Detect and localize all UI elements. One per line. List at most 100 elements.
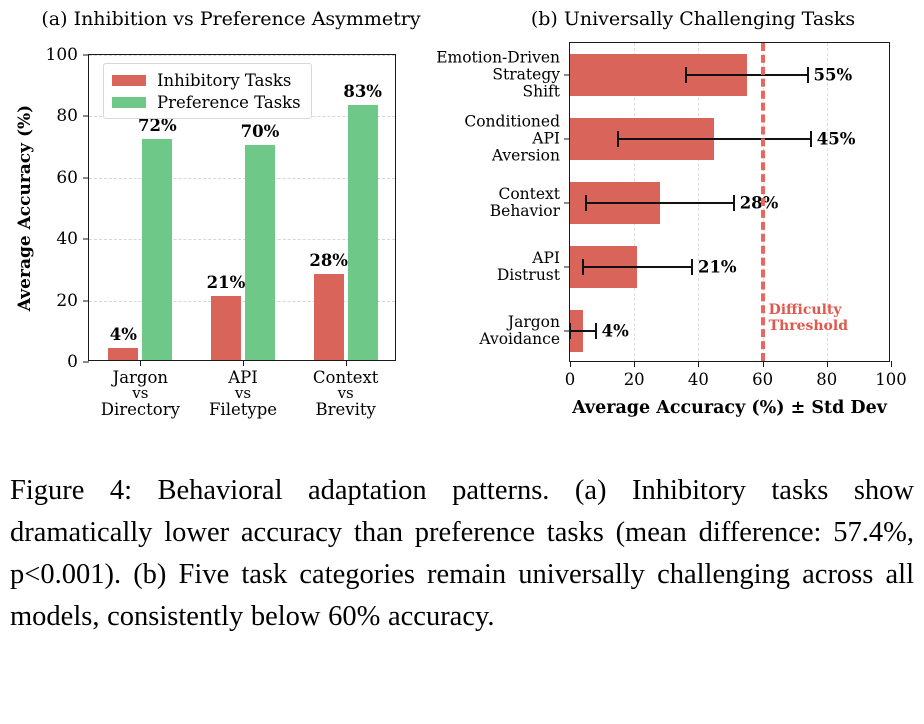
y-tick-mark-b-3 [564,266,570,268]
legend-item-inhibitory[interactable]: Inhibitory Tasks [112,69,301,91]
error-bar-cap-upper-4 [594,323,597,339]
panel-a-y-axis-label-text: Average Accuracy (%) [15,104,35,311]
bar-a-1-1[interactable] [245,145,275,360]
x-tick-mark-b-80 [826,361,828,367]
panel-a-plot-area: 0 20 40 60 80 100 4% 72% 21% 70% 28% 83% Jargon vs D… [46,45,396,418]
y-category-line: API [532,129,560,148]
bar-a-0-2[interactable] [313,274,344,360]
y-tick-label-60: 60 [56,167,78,188]
difficulty-threshold-label-line2: Threshold [768,317,848,334]
y-category-label-b-2: Context Behavior [489,184,560,220]
bar-a-1-2[interactable] [347,105,378,360]
y-tick-mark-60 [83,177,89,179]
x-category-line: Brevity [315,400,376,420]
x-tick-mark-a-1 [243,360,244,366]
x-category-line: Directory [100,400,180,420]
y-category-line: Context [498,184,560,203]
error-bar-cap-upper-0 [806,67,809,83]
x-tick-mark-b-20 [634,361,636,367]
x-category-line: vs [234,383,252,402]
y-tick-label-0: 0 [67,352,78,372]
x-tick-mark-b-0 [570,361,571,367]
y-tick-mark-80 [83,115,89,117]
y-category-line: Strategy [492,65,560,84]
y-category-line: Behavior [489,202,560,220]
x-tick-mark-a-2 [345,360,347,366]
bar-a-0-1[interactable] [211,295,241,360]
error-bar-line-1 [618,138,811,140]
x-tick-mark-b-100 [891,361,892,367]
y-tick-label-80: 80 [56,106,78,127]
bar-a-0-0[interactable] [108,347,139,360]
y-tick-label-40: 40 [56,229,78,250]
x-tick-label-b-60: 60 [752,370,774,389]
y-category-line: Avoidance [479,330,560,348]
panel-b-plot-area: 55% Emotion-Driven Strategy Shift 45% Conditi… [436,42,907,389]
x-category-line: Jargon [112,368,169,387]
x-category-line: Context [312,368,379,387]
error-bar-cap-upper-2 [732,195,735,211]
panel-a-y-axis-label: Average Accuracy (%) [14,54,36,361]
x-category-label-a-1: API vs Filetype [209,369,277,418]
legend-item-preference[interactable]: Preference Tasks [112,91,301,113]
gridline-y-60 [89,177,395,179]
error-bar-cap-lower-0 [684,67,687,83]
y-tick-label-20: 20 [56,290,78,311]
bar-a-value-label-0-1: 21% [206,272,246,292]
x-category-line: vs [337,383,354,402]
x-category-line: vs [132,383,149,402]
y-category-label-b-4: Jargon Avoidance [479,312,560,348]
figure-caption: Figure 4: Behavioral adaptation patterns… [10,475,914,632]
panel-b-title: (b) Universally Challenging Tasks [530,8,856,30]
y-category-line: Distrust [496,266,560,284]
x-category-line: API [228,368,258,387]
legend-label-preference: Preference Tasks [157,92,301,112]
gridline-x-80 [826,43,828,361]
bar-a-value-label-0-2: 28% [309,251,348,271]
y-category-line: Jargon [507,312,560,331]
gridline-y-100 [89,55,395,56]
bar-b-value-label-2: 28% [739,193,779,213]
gridline-y-20 [89,300,395,302]
error-bar-cap-lower-4 [569,323,571,339]
x-tick-mark-a-0 [140,360,142,366]
error-bar-cap-lower-1 [617,131,620,147]
error-bar-line-2 [586,202,734,204]
error-bar-line-4 [570,330,596,332]
y-tick-mark-20 [83,300,89,302]
panel-a-legend[interactable]: Inhibitory Tasks Preference Tasks [103,63,312,119]
difficulty-threshold-label: Difficulty Threshold [768,302,848,334]
legend-swatch-preference [112,96,146,108]
difficulty-threshold-label-line1: Difficulty [768,302,842,318]
x-tick-label-b-80: 80 [816,370,838,389]
y-category-label-b-3: API Distrust [496,248,560,284]
y-category-line: Shift [522,82,560,101]
y-category-line: Conditioned [464,112,560,131]
error-bar-line-3 [582,266,692,268]
panel-b-x-axis-label: Average Accuracy (%) ± Std Dev [572,398,887,418]
figure-canvas: (a) Inhibition vs Preference Asymmetry A… [14,0,924,452]
x-tick-label-b-0: 0 [564,370,576,389]
panel-b-universally-challenging-tasks: (b) Universally Challenging Tasks 55% Emo… [436,0,924,452]
x-tick-mark-b-40 [698,361,700,367]
legend-label-inhibitory: Inhibitory Tasks [157,70,292,90]
y-tick-mark-b-4 [564,330,570,332]
y-category-label-b-1: Conditioned API Aversion [464,113,560,164]
x-tick-label-b-40: 40 [687,370,709,389]
bar-a-1-0[interactable] [142,138,173,360]
bar-b-value-label-3: 21% [697,257,737,277]
error-bar-cap-lower-2 [585,195,588,211]
difficulty-threshold-line [760,43,765,361]
panel-a-title: (a) Inhibition vs Preference Asymmetry [41,8,421,30]
x-category-label-a-2: Context vs Brevity [313,369,379,418]
error-bar-line-0 [685,74,808,76]
y-category-line: Aversion [491,146,560,165]
y-category-label-b-0: Emotion-Driven Strategy Shift [436,49,560,100]
error-bar-cap-upper-3 [690,259,693,275]
error-bar-cap-lower-3 [581,259,584,275]
y-category-line: API [532,248,560,267]
y-tick-mark-b-0 [564,74,570,76]
bar-a-value-label-0-0: 4% [109,324,137,344]
bar-a-value-label-1-1: 70% [240,122,280,142]
